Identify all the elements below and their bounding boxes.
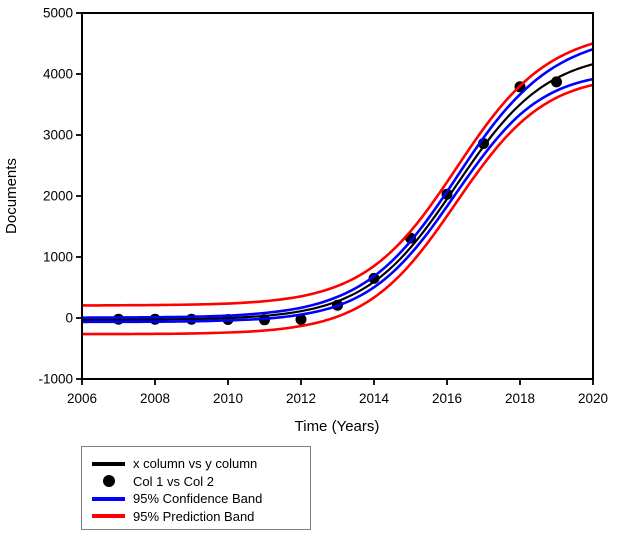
y-tick-label: 5000: [43, 6, 73, 21]
prediction-band-swatch-icon: [92, 514, 125, 519]
y-tick-label: 4000: [43, 67, 73, 82]
x-tick-label: 2006: [67, 391, 97, 406]
legend-item-fit-line: x column vs y column: [82, 455, 310, 473]
data-point: [295, 314, 307, 325]
x-axis-title: Time (Years): [295, 418, 380, 435]
y-tick-label: 0: [65, 311, 73, 326]
data-layer: [82, 42, 593, 336]
x-tick-label: 2010: [213, 391, 243, 406]
y-tick-label: 3000: [43, 128, 73, 143]
axes-frame: [76, 12, 594, 385]
x-tick-label: 2018: [505, 391, 535, 406]
fit-line-swatch-icon: [92, 461, 125, 466]
fit-line: [82, 63, 593, 321]
legend-label: 95% Prediction Band: [133, 508, 255, 524]
y-tick-label: 2000: [43, 189, 73, 204]
legend: x column vs y column Col 1 vs Col 2 95% …: [81, 446, 311, 530]
legend-item-confidence-band: 95% Confidence Band: [82, 490, 310, 508]
prediction-band-upper: [82, 42, 593, 307]
x-tick-label: 2020: [578, 391, 608, 406]
tick-labels: 2006 2008 2010 2012 2014 2016 2018 2020 -1000 0 10…: [38, 6, 608, 407]
x-tick-label: 2016: [432, 391, 462, 406]
confidence-band-swatch-icon: [92, 496, 125, 501]
confidence-band-upper: [82, 47, 593, 319]
legend-label: 95% Confidence Band: [133, 491, 263, 507]
legend-item-prediction-band: 95% Prediction Band: [82, 508, 310, 526]
plot-area: 2006 2008 2010 2012 2014 2016 2018 2020 -1000 0 10…: [3, 6, 608, 436]
scatter-dot-swatch-icon: [102, 475, 115, 488]
legend-item-scatter: Col 1 vs Col 2: [82, 473, 310, 491]
y-tick-label: -1000: [38, 372, 73, 387]
x-tick-label: 2014: [359, 391, 390, 406]
y-axis-title: Documents: [3, 158, 20, 234]
legend-label: Col 1 vs Col 2: [133, 473, 214, 489]
x-tick-label: 2008: [140, 391, 170, 406]
y-tick-label: 1000: [43, 250, 73, 265]
confidence-band-lower: [82, 77, 593, 324]
x-tick-label: 2012: [286, 391, 316, 406]
legend-label: x column vs y column: [133, 456, 258, 472]
plot-frame: [81, 12, 594, 380]
prediction-band-lower: [82, 83, 593, 336]
